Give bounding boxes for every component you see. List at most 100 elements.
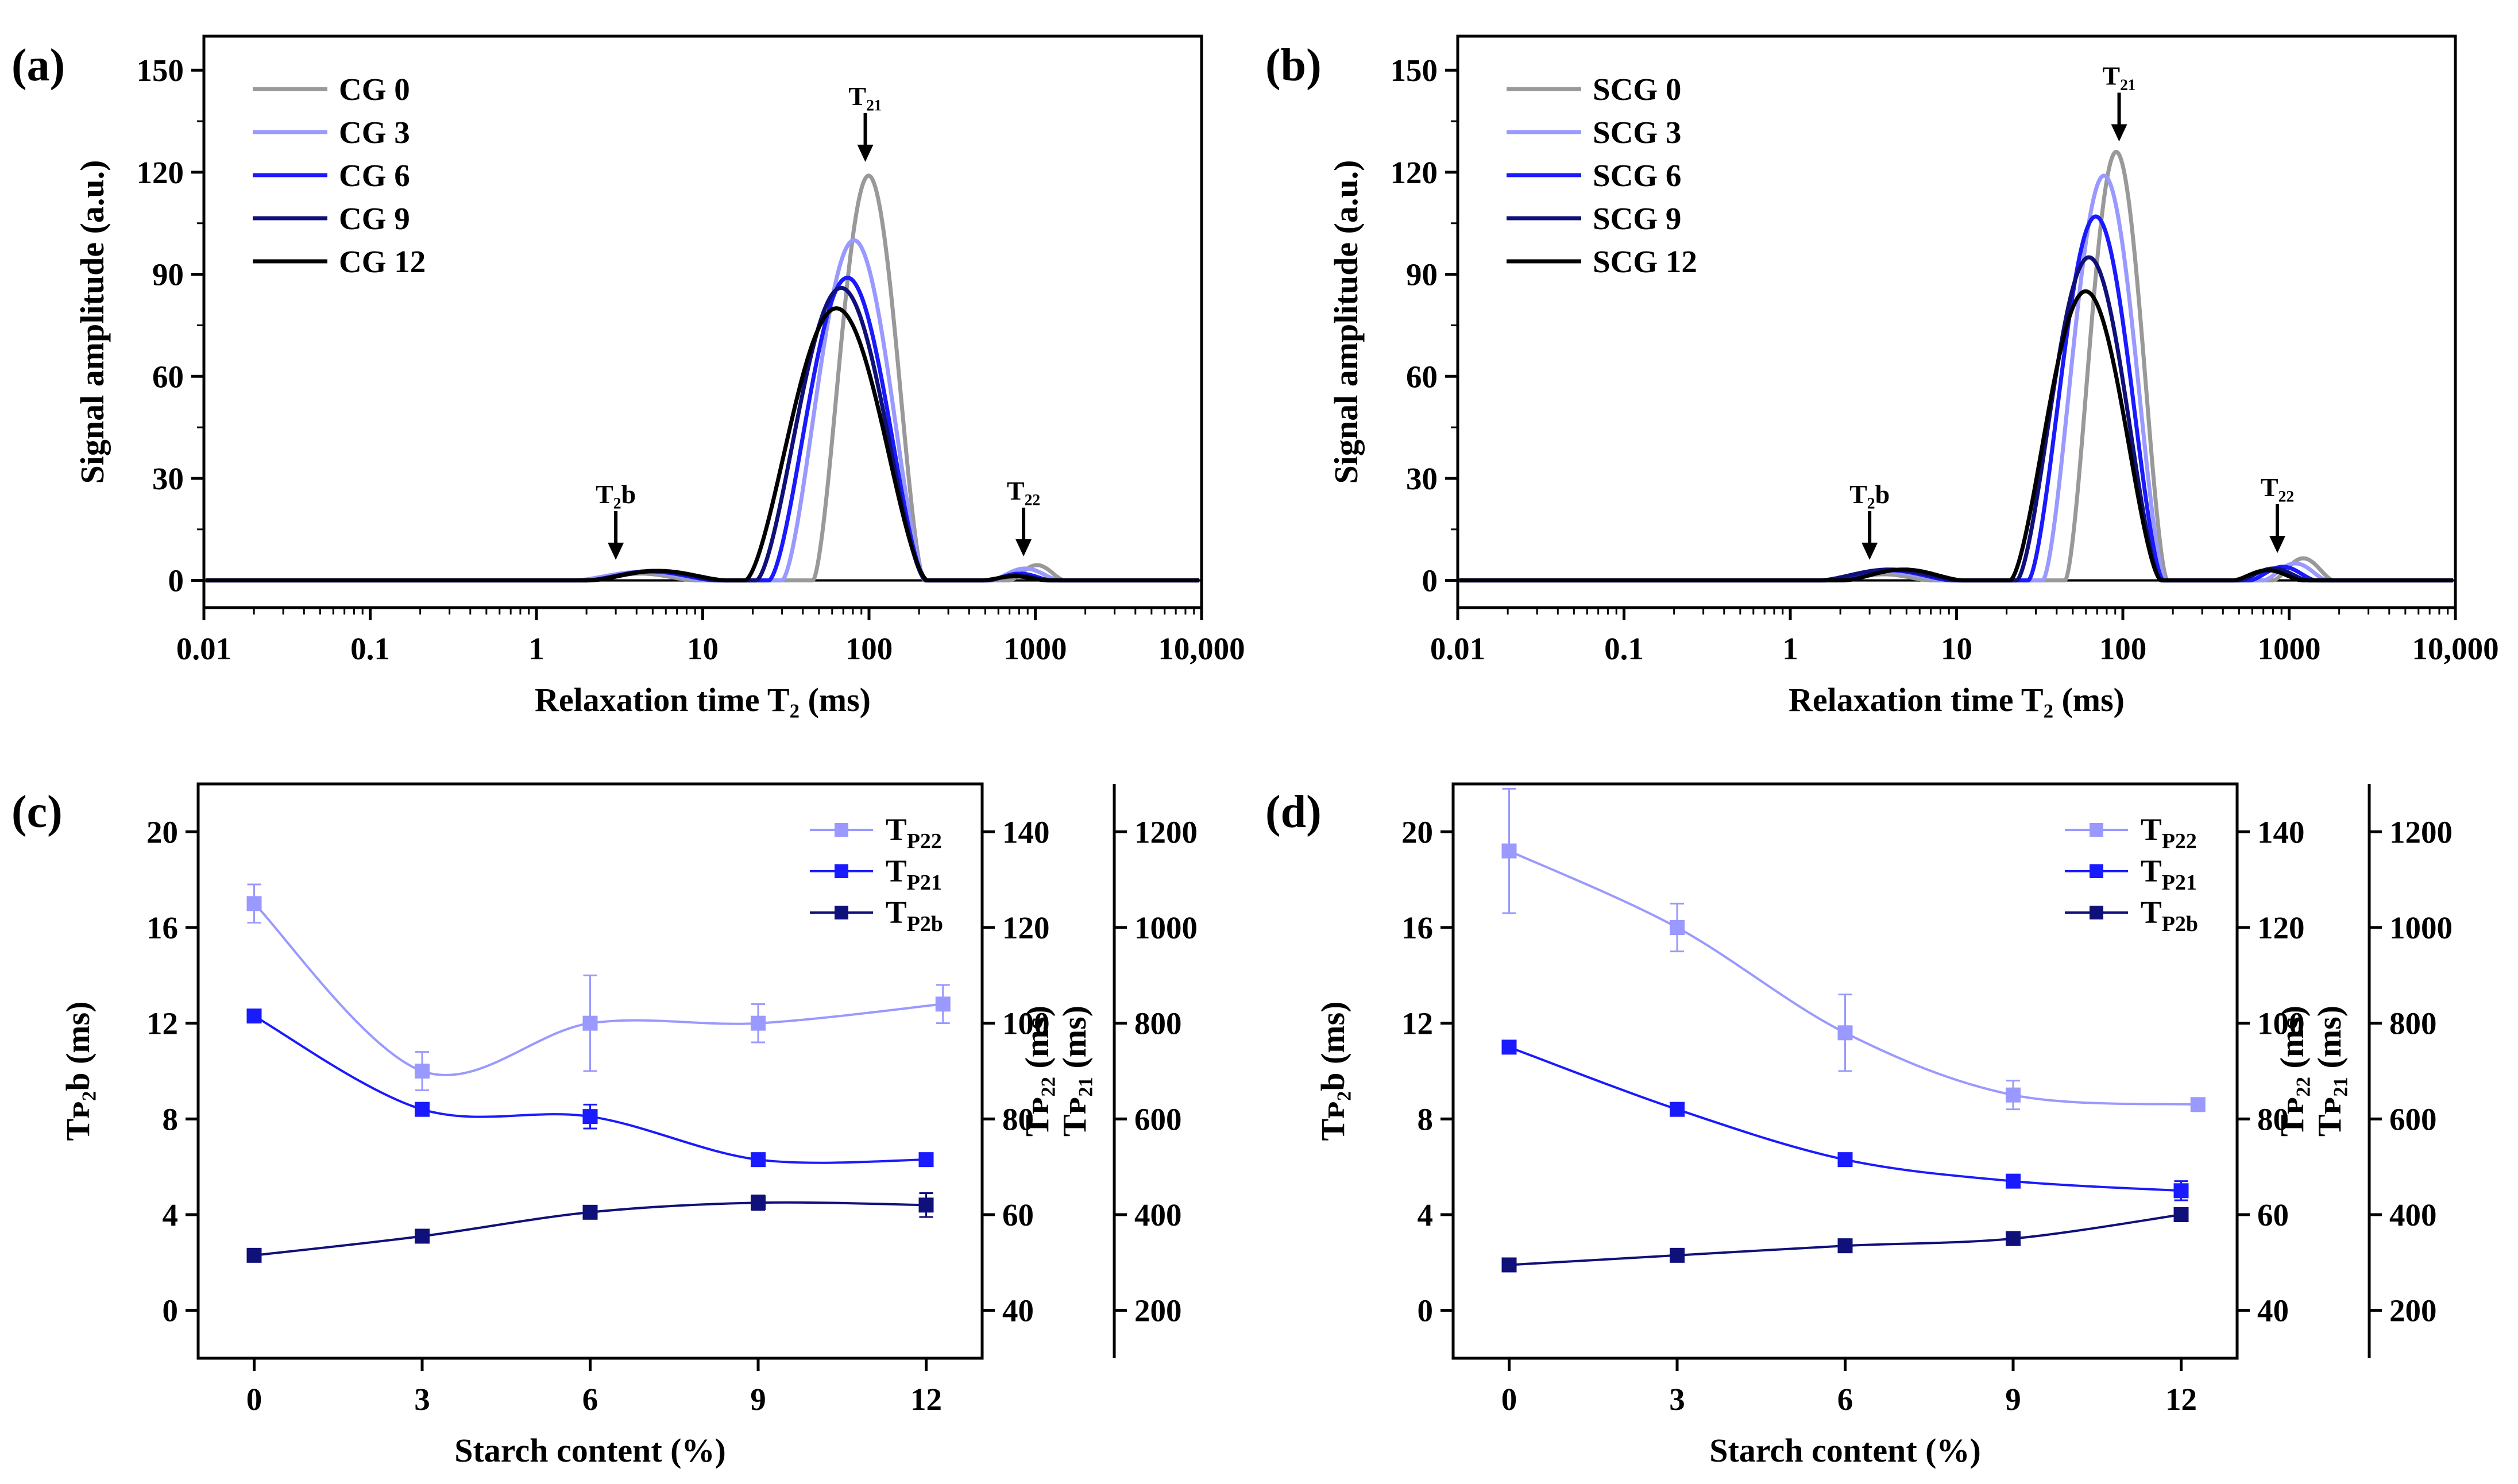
annotation-arrowhead <box>2111 124 2127 142</box>
y-tick-label: 0 <box>1422 563 1438 598</box>
annotation-arrowhead <box>1862 542 1878 560</box>
panel-label: (c) <box>11 787 63 837</box>
legend-label-2: TP2b <box>886 895 943 936</box>
y-offset-tick-label: 600 <box>2389 1102 2437 1137</box>
y-tick-label: 60 <box>152 359 184 394</box>
y-offset-tick-label: 400 <box>1134 1197 1182 1232</box>
data-point-0-4 <box>2190 1097 2206 1112</box>
legend-label-1: TP21 <box>886 853 942 895</box>
legend-label-4: CG 12 <box>339 244 426 279</box>
x-tick-label: 0.01 <box>176 631 231 666</box>
y-right-tick-label: 100 <box>2257 1006 2305 1041</box>
y-offset-tick-label: 200 <box>2389 1293 2437 1328</box>
data-point-2-4 <box>2173 1207 2189 1222</box>
x-axis-title: Starch content (%) <box>454 1432 726 1469</box>
x-tick-label: 12 <box>910 1382 942 1417</box>
legend-subscript-1: P21 <box>907 871 942 895</box>
y-tick-label: 120 <box>137 155 184 190</box>
y-right-tick-label: 120 <box>2257 910 2305 945</box>
data-point-0-2 <box>1837 1025 1853 1041</box>
y-right-tick-label: 80 <box>1002 1102 1034 1137</box>
y-offset-tick-label: 1200 <box>2389 814 2453 849</box>
x-tick-label: 10,000 <box>1158 631 1245 666</box>
series-line-3 <box>206 285 1199 583</box>
legend-label-2: TP2b <box>2141 895 2198 936</box>
legend-subscript-0: P22 <box>2162 829 2197 853</box>
x-tick-label: 9 <box>2005 1382 2021 1417</box>
series-line-0 <box>253 902 944 1076</box>
x-axis-title: Starch content (%) <box>1709 1432 1981 1469</box>
y-right-tick-label: 140 <box>1002 814 1050 849</box>
x-tick-label: 1000 <box>2258 631 2321 666</box>
data-point-2-3 <box>751 1195 766 1211</box>
legend-subscript-1: P21 <box>2162 871 2197 895</box>
y-tick-label: 0 <box>168 563 184 598</box>
panel-label: (a) <box>11 40 65 91</box>
data-point-2-0 <box>1501 1257 1517 1273</box>
y-offset-axis-title: Tᴘ₂₂ (ms) <box>2273 1006 2311 1137</box>
annotation-arrowhead <box>1015 539 1032 556</box>
y-left-tick-label: 20 <box>146 814 178 849</box>
y-right-tick-label: 100 <box>1002 1006 1050 1041</box>
x-tick-label: 1000 <box>1004 631 1067 666</box>
y-left-axis-title: Tᴘ₂b (ms) <box>1314 1001 1351 1141</box>
series-line-2 <box>206 275 1199 583</box>
y-right-axis-title: Tᴘ₂₁ (ms) <box>2311 1006 2348 1137</box>
legend-marker-1 <box>835 864 848 878</box>
legend-label-1: SCG 3 <box>1593 115 1681 150</box>
data-point-2-1 <box>415 1228 430 1244</box>
panel-a: (a) 0.01 0.1 1 10 100 1000 10,000 0 30 60 90 120 150 R… <box>11 34 1245 718</box>
y-offset-axis-title: Tᴘ₂₂ (ms) <box>1018 1006 1056 1137</box>
annotation-label-2: T₂₂ <box>1007 476 1040 505</box>
x-tick-label: 10 <box>687 631 719 666</box>
x-tick-label: 0.01 <box>1430 631 1485 666</box>
data-point-0-3 <box>2006 1087 2021 1103</box>
legend-label-1: CG 3 <box>339 115 410 150</box>
annotation-label-0: T₂₁ <box>848 82 882 111</box>
y-offset-tick-label: 1200 <box>1134 814 1198 849</box>
y-left-tick-label: 8 <box>1418 1102 1434 1137</box>
data-point-1-0 <box>246 1008 262 1024</box>
y-left-tick-label: 12 <box>1401 1006 1433 1041</box>
y-tick-label: 90 <box>1406 257 1438 292</box>
x-tick-label: 100 <box>2099 631 2147 666</box>
legend-marker-0 <box>2090 823 2103 837</box>
y-left-tick-label: 0 <box>163 1293 179 1328</box>
data-point-2-4 <box>918 1197 934 1213</box>
data-point-0-0 <box>1501 843 1517 859</box>
x-tick-label: 1 <box>1782 631 1798 666</box>
y-tick-label: 30 <box>1406 461 1438 496</box>
annotation-label-1: T₂b <box>1849 480 1890 509</box>
y-left-tick-label: 4 <box>163 1197 179 1232</box>
data-point-2-0 <box>246 1247 262 1263</box>
data-point-1-1 <box>1670 1102 1685 1117</box>
x-tick-label: 3 <box>1669 1382 1685 1417</box>
y-right-axis-title: Tᴘ₂₁ (ms) <box>1056 1006 1093 1137</box>
panel-d: (d) 0 3 6 9 12 Starch content (%) 0 4 8 12 16 20 Tᴘ₂b… <box>1265 782 2453 1469</box>
data-point-0-4 <box>935 996 951 1012</box>
data-point-2-2 <box>582 1204 598 1220</box>
x-tick-label: 6 <box>582 1382 598 1417</box>
y-right-tick-label: 120 <box>1002 910 1050 945</box>
y-tick-label: 150 <box>1391 53 1438 88</box>
x-tick-label: 3 <box>414 1382 430 1417</box>
legend-label-1: TP21 <box>2141 853 2197 895</box>
y-offset-tick-label: 1000 <box>1134 910 1198 945</box>
legend-label-2: CG 6 <box>339 158 410 193</box>
y-tick-label: 90 <box>152 257 184 292</box>
panel-label: (d) <box>1265 787 1322 837</box>
x-tick-label: 6 <box>1837 1382 1853 1417</box>
x-axis-title: Relaxation time T₂ (ms) <box>1789 681 2125 718</box>
x-tick-label: 0 <box>246 1382 262 1417</box>
legend-label-0: TP22 <box>886 812 942 853</box>
legend-subscript-0: P22 <box>907 829 942 853</box>
x-tick-label: 1 <box>528 631 544 666</box>
y-offset-tick-label: 800 <box>2389 1006 2437 1041</box>
x-tick-label: 0 <box>1501 1382 1517 1417</box>
y-axis-title: Signal amplitude (a.u.) <box>74 160 111 484</box>
legend-label-3: SCG 9 <box>1593 201 1681 236</box>
data-point-0-2 <box>582 1015 598 1031</box>
x-tick-label: 10,000 <box>2412 631 2498 666</box>
data-point-1-1 <box>415 1102 430 1117</box>
